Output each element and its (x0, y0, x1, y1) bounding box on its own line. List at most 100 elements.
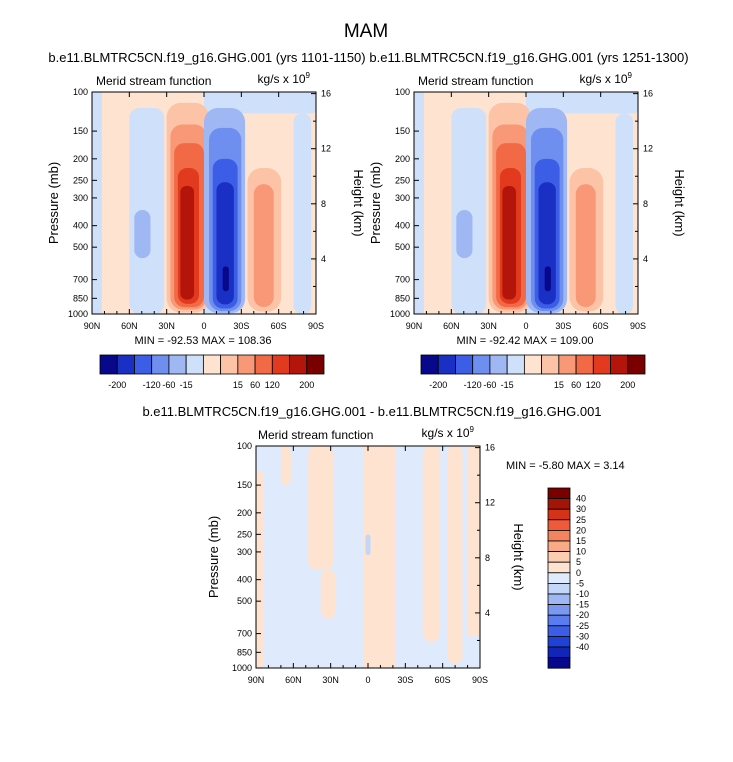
colorbar-swatch (506, 354, 525, 375)
y-tick-label: 300 (395, 193, 410, 203)
colorbar-label: 60 (250, 380, 260, 390)
contour-cell-pos (180, 185, 195, 300)
y-tick-label: 200 (73, 154, 88, 164)
colorbar-swatch (547, 646, 571, 659)
colorbar-label: -200 (108, 380, 126, 390)
colorbar-swatch (547, 572, 571, 584)
x-tick-label: 30N (322, 675, 339, 685)
colorbar-label: 0 (576, 568, 581, 578)
colorbar-label: 30 (576, 504, 586, 514)
panel-left-label: Merid stream function (418, 74, 533, 88)
colorbar-swatch (627, 354, 646, 375)
panel-units: kg/s x 109 (258, 71, 311, 86)
colorbar-swatch (547, 498, 571, 510)
panel-left-label: Merid stream function (258, 428, 373, 442)
y2-tick-label: 16 (321, 89, 331, 99)
x-tick-label: 60N (121, 321, 138, 331)
colorbar-label: -15 (501, 380, 514, 390)
contour-plot: 90N 60N 30N 0 30S 60S 90S 100 150 200 250 300 400 500… (68, 87, 331, 331)
colorbar-swatch (168, 354, 187, 375)
colorbar-swatch (455, 354, 474, 375)
contour-cell-neg (216, 182, 234, 305)
x-tick-label: 60N (443, 321, 460, 331)
y2-tick-label: 12 (321, 144, 331, 154)
colorbar-swatch (306, 354, 325, 375)
colorbar-label: 40 (576, 494, 586, 504)
y2-axis-label: Height (km) (672, 169, 687, 236)
colorbar-label: -200 (429, 380, 447, 390)
colorbar-swatch (610, 354, 629, 375)
contour-cell-neg (424, 646, 443, 668)
colorbar-label: 120 (265, 380, 280, 390)
contour-cell-neg (538, 182, 556, 305)
y-axis-label: Pressure (mb) (46, 162, 61, 244)
x-tick-label: 90S (472, 675, 488, 685)
contour-cell-pos (447, 446, 463, 664)
colorbar-swatch (592, 354, 611, 375)
y2-tick-label: 4 (485, 608, 490, 618)
y2-tick-label: 12 (485, 498, 495, 508)
y-tick-label: 700 (73, 275, 88, 285)
x-tick-label: 0 (365, 675, 370, 685)
y-tick-label: 150 (237, 480, 252, 490)
panel-left-label: Merid stream function (96, 74, 211, 88)
x-tick-label: 90N (84, 321, 101, 331)
colorbar-label: 10 (576, 547, 586, 557)
colorbar-swatch (575, 354, 594, 375)
colorbar-swatch (437, 354, 456, 375)
y-tick-label: 300 (73, 193, 88, 203)
panel-units: kg/s x 109 (422, 425, 475, 440)
y-tick-label: 250 (395, 175, 410, 185)
colorbar-label: -40 (576, 642, 589, 652)
y-tick-label: 100 (395, 87, 410, 97)
x-tick-label: 30S (555, 321, 571, 331)
colorbar-swatch (547, 625, 571, 637)
x-tick-label: 30N (480, 321, 497, 331)
y2-tick-label: 8 (643, 199, 648, 209)
y2-axis-label: Height (km) (351, 169, 366, 236)
y-tick-label: 400 (237, 575, 252, 585)
contour-cell-neg (462, 471, 468, 667)
colorbar-swatch (547, 636, 571, 648)
contour-cell-neg (440, 455, 448, 668)
colorbar-swatch (420, 354, 439, 375)
y2-axis-label: Height (km) (511, 523, 526, 590)
y-tick-label: 200 (395, 154, 410, 164)
contour-cell-pos (308, 446, 334, 570)
colorbar-swatch (99, 354, 118, 375)
colorbar-label: 120 (586, 380, 601, 390)
y-tick-label: 700 (395, 275, 410, 285)
contour-cell-pos (422, 446, 441, 642)
colorbar-label: 15 (576, 536, 586, 546)
figure-title: MAM (344, 21, 388, 42)
colorbar-swatch (220, 354, 239, 375)
y-tick-label: 1000 (390, 309, 410, 319)
colorbar-label: -10 (576, 589, 589, 599)
x-tick-label: 60N (285, 675, 302, 685)
x-tick-label: 60S (435, 675, 451, 685)
colorbar-swatch (547, 604, 571, 616)
x-tick-label: 90S (630, 321, 646, 331)
contour-cell-neg (456, 209, 473, 259)
y-axis-label: Pressure (mb) (368, 162, 383, 244)
y-tick-label: 300 (237, 547, 252, 557)
y-tick-label: 200 (237, 508, 252, 518)
min-max-stats: MIN = -5.80 MAX = 3.14 (506, 460, 625, 472)
x-tick-label: 30S (397, 675, 413, 685)
colorbar-swatch (547, 487, 571, 500)
colorbar-swatch (185, 354, 204, 375)
colorbar-swatch (547, 530, 571, 542)
y-tick-label: 850 (73, 293, 88, 303)
colorbar-swatch (547, 614, 571, 627)
colorbar-label: 5 (576, 557, 581, 567)
y-tick-label: 150 (395, 126, 410, 136)
y-tick-label: 500 (73, 242, 88, 252)
colorbar-swatch (523, 354, 543, 375)
y-tick-label: 500 (237, 596, 252, 606)
colorbar-label: 15 (554, 380, 564, 390)
y2-tick-label: 4 (321, 254, 326, 264)
contour-fill (256, 446, 480, 668)
panel-1101-1150: b.e11.BLMTRC5CN.f19_g16.GHG.001 (yrs 110… (46, 50, 366, 390)
colorbar-swatch (271, 354, 290, 375)
